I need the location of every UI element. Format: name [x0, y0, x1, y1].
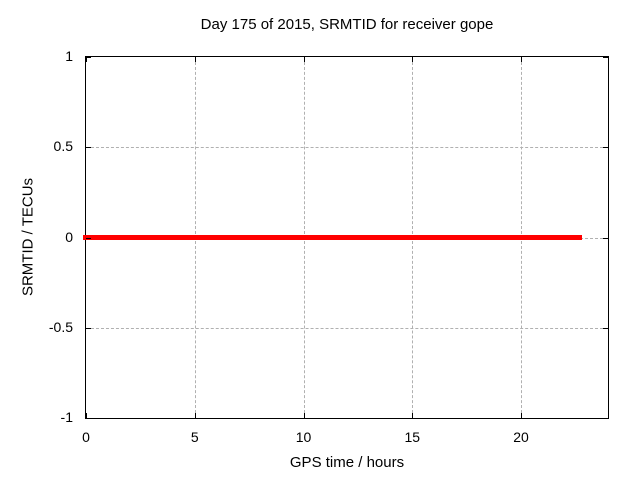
data-line-srmtid [83, 235, 582, 240]
y-tick-label: 0 [65, 228, 73, 245]
y-tick-mark [86, 147, 91, 149]
y-tick-mark [86, 237, 91, 239]
x-tick-mark [86, 57, 87, 62]
y-tick-label: -1 [60, 409, 73, 425]
x-tick-mark [194, 413, 196, 418]
y-tick-mark [603, 237, 608, 239]
x-tick-mark [194, 57, 196, 62]
x-tick-mark [521, 413, 522, 418]
y-tick-mark [86, 57, 91, 58]
y-tick-mark [603, 327, 608, 329]
y-tick-mark [603, 418, 608, 419]
x-tick-mark [303, 413, 305, 418]
gridline-horizontal [86, 327, 608, 329]
x-tick-label: 0 [82, 429, 90, 445]
y-tick-label: 0.5 [53, 138, 73, 155]
chart-title: Day 175 of 2015, SRMTID for receiver gop… [200, 16, 494, 33]
x-tick-mark [412, 413, 414, 418]
x-tick-label: 10 [295, 429, 312, 445]
x-tick-label: 15 [404, 429, 421, 445]
y-tick-label: -0.5 [48, 318, 73, 335]
y-tick-mark [86, 418, 91, 419]
y-tick-mark [603, 147, 608, 149]
x-tick-label: 20 [513, 429, 529, 445]
x-tick-mark [303, 57, 305, 62]
x-tick-mark [86, 413, 87, 418]
y-tick-mark [86, 327, 91, 329]
series-layer [83, 57, 608, 418]
x-axis-label: GPS time / hours [289, 454, 405, 471]
x-tick-mark [412, 57, 414, 62]
y-tick-label: 1 [65, 48, 73, 64]
tick-marks-layer [86, 57, 608, 419]
x-tick-mark [521, 57, 522, 62]
plot-area [83, 56, 609, 419]
y-tick-mark [603, 57, 608, 58]
gridline-horizontal [86, 147, 608, 149]
x-tick-label: 5 [190, 429, 199, 445]
